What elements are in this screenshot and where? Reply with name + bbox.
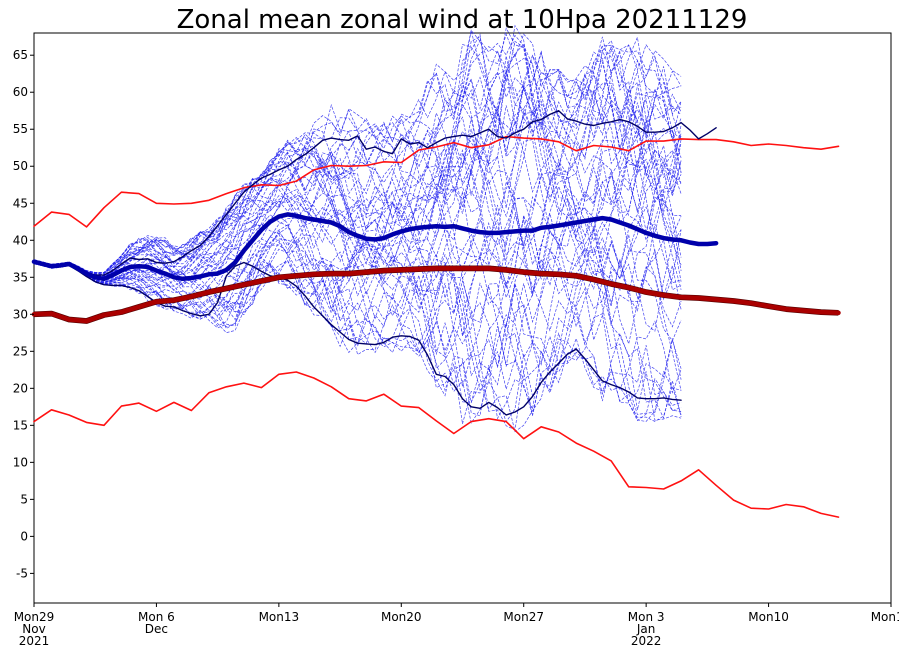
ensemble-member-line [33, 29, 682, 328]
ensemble-member-line [33, 136, 682, 345]
ensemble-member-line [33, 215, 682, 433]
ensemble-member-line [33, 261, 682, 415]
x-tick-label: Mon27 [503, 610, 544, 624]
ensemble-member-line [33, 224, 682, 424]
y-tick-label: 60 [13, 85, 28, 99]
ensemble-member-line [33, 24, 682, 291]
y-tick-label: 50 [13, 159, 28, 173]
climatology-mean-line [31, 266, 841, 324]
ensemble-member-line [33, 177, 682, 431]
x-tick-label: Dec [145, 622, 168, 636]
ensemble-member-line [33, 40, 682, 274]
ensemble-member-line [33, 82, 682, 282]
ensemble-member-line [33, 50, 682, 277]
plot-frame [33, 32, 892, 604]
ensemble-member-line [33, 30, 682, 276]
ensemble-member-line [33, 92, 682, 286]
y-tick-label: 30 [13, 307, 28, 321]
ensemble-member-line [33, 89, 682, 301]
y-tick-label: 10 [13, 455, 28, 469]
y-tick-label: 35 [13, 270, 28, 284]
y-tick-label: 15 [13, 418, 28, 432]
climatology-min-line [33, 371, 840, 518]
ensemble-member-line [33, 247, 682, 422]
chart-title: Zonal mean zonal wind at 10Hpa 20211129 [177, 5, 748, 35]
x-tick-label: Mon 6 [138, 610, 175, 624]
ensemble-member-line [33, 137, 682, 422]
y-tick-label: 20 [13, 381, 28, 395]
ensemble-members [33, 24, 682, 433]
ensemble-envelope-max-line [33, 110, 717, 276]
x-tick-label: Mon29 [14, 610, 55, 624]
ensemble-member-line [33, 66, 682, 368]
ensemble-member-line [33, 27, 682, 280]
y-tick-label: 25 [13, 344, 28, 358]
ensemble-member-line [33, 195, 682, 422]
y-tick-label: 40 [13, 233, 28, 247]
ensemble-member-line [33, 212, 682, 348]
ensemble-member-line [33, 39, 682, 279]
x-tick-label: Mon17 [871, 610, 899, 624]
ensemble-member-line [33, 94, 682, 311]
y-tick-label: 45 [13, 196, 28, 210]
ensemble-member-line [33, 44, 682, 322]
data-series [31, 110, 841, 518]
ensemble-member-line [33, 69, 682, 330]
ensemble-member-line [33, 153, 682, 391]
x-tick-label: Mon 3 [628, 610, 665, 624]
x-tick-label: Jan [636, 622, 656, 636]
ensemble-member-line [33, 44, 682, 370]
ensemble-member-line [33, 76, 682, 326]
x-tick-label: 2022 [631, 634, 662, 648]
ensemble-member-line [33, 51, 682, 334]
x-tick-label: Nov [22, 622, 45, 636]
ensemble-envelope-min-line [33, 261, 682, 416]
climatology-max-line [33, 135, 840, 228]
x-tick-label: Mon13 [259, 610, 300, 624]
ensemble-member-line [33, 133, 682, 307]
y-tick-label: -5 [16, 566, 28, 580]
y-tick-label: 65 [13, 48, 28, 62]
x-tick-label: Mon20 [381, 610, 422, 624]
x-tick-label: 2021 [19, 634, 50, 648]
y-tick-label: 5 [20, 492, 28, 506]
y-tick-label: 55 [13, 122, 28, 136]
ensemble-member-line [33, 213, 682, 415]
ensemble-member-line [33, 51, 682, 274]
ensemble-member-line [33, 44, 682, 300]
ensemble-member-line [33, 177, 682, 420]
x-tick-label: Mon10 [748, 610, 789, 624]
y-tick-label: 0 [20, 529, 28, 543]
ensemble-mean-line [31, 212, 719, 282]
ensemble-member-line [33, 49, 682, 276]
ensemble-member-line [33, 36, 682, 278]
